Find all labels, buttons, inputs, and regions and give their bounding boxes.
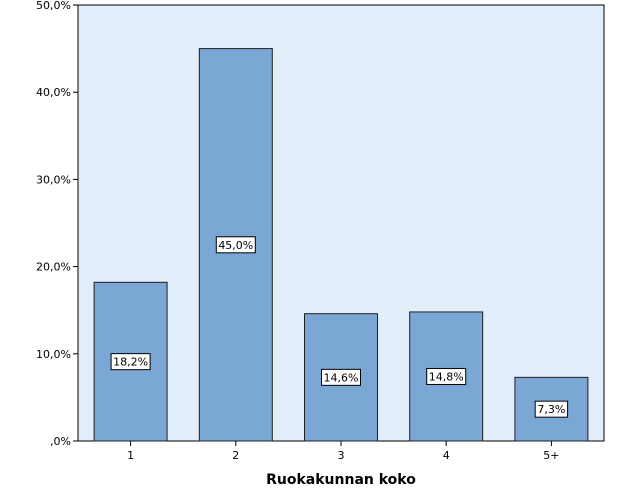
bar-series: [93, 48, 589, 442]
data-label-box: [215, 236, 256, 254]
data-label: 7,3%: [537, 403, 565, 416]
x-axis-title: Ruokakunnan koko: [266, 472, 416, 488]
data-label-box: [426, 367, 467, 385]
y-tick-label: 20,0%: [36, 261, 71, 274]
data-label-box: [110, 353, 151, 371]
y-tick-label: 30,0%: [36, 173, 71, 186]
data-label: 18,2%: [113, 356, 148, 369]
data-label-box: [321, 368, 361, 386]
data-labels: 18,2% 45,0% 14,6% 14,8% 7,3%: [110, 236, 569, 418]
data-label: 45,0%: [218, 239, 253, 252]
y-axis: ,0% 10,0% 20,0% 30,0% 40,0% 50,0%: [36, 0, 78, 448]
x-tick-label: 5+: [543, 449, 559, 462]
x-tick-label: 2: [232, 449, 239, 462]
data-label-box: [534, 400, 569, 418]
data-label: 14,6%: [324, 371, 359, 384]
y-tick-label: 50,0%: [36, 0, 71, 12]
x-tick-label: 1: [127, 449, 134, 462]
bar: [514, 376, 589, 442]
y-tick-label: 40,0%: [36, 86, 71, 99]
x-axis: 1 2 3 4 5+: [127, 441, 560, 462]
x-tick-label: 4: [443, 449, 450, 462]
y-tick-label: ,0%: [50, 435, 71, 448]
x-tick-label: 3: [338, 449, 345, 462]
y-tick-label: 10,0%: [36, 348, 71, 361]
data-label: 14,8%: [429, 370, 464, 383]
